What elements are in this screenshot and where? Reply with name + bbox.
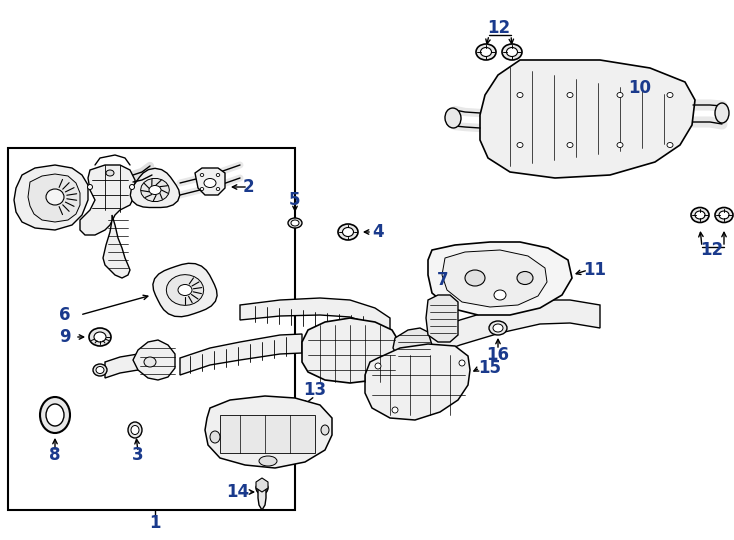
Text: 1: 1 — [149, 514, 161, 532]
Ellipse shape — [87, 185, 92, 190]
Polygon shape — [105, 354, 138, 378]
Ellipse shape — [465, 270, 485, 286]
Ellipse shape — [715, 207, 733, 222]
Polygon shape — [180, 334, 302, 375]
Ellipse shape — [667, 143, 673, 147]
Ellipse shape — [288, 218, 302, 228]
Text: 4: 4 — [372, 223, 384, 241]
Ellipse shape — [375, 363, 381, 369]
Ellipse shape — [567, 92, 573, 98]
Text: 5: 5 — [289, 191, 301, 209]
Ellipse shape — [459, 360, 465, 366]
Polygon shape — [302, 318, 398, 383]
Ellipse shape — [617, 92, 623, 98]
Ellipse shape — [149, 186, 161, 194]
Ellipse shape — [256, 482, 268, 494]
Text: 8: 8 — [49, 446, 61, 464]
Text: 7: 7 — [437, 271, 448, 289]
Polygon shape — [256, 478, 268, 492]
Ellipse shape — [144, 357, 156, 367]
Text: 15: 15 — [479, 359, 501, 377]
Ellipse shape — [445, 108, 461, 128]
Ellipse shape — [129, 185, 134, 190]
Polygon shape — [240, 298, 390, 335]
Ellipse shape — [691, 207, 709, 222]
Text: 12: 12 — [700, 241, 724, 259]
Ellipse shape — [715, 103, 729, 123]
Polygon shape — [167, 275, 204, 306]
Ellipse shape — [617, 143, 623, 147]
Text: 13: 13 — [303, 381, 327, 399]
Ellipse shape — [93, 364, 107, 376]
Ellipse shape — [46, 189, 64, 205]
Polygon shape — [205, 396, 332, 468]
Polygon shape — [130, 168, 180, 207]
Text: 6: 6 — [59, 306, 70, 324]
Ellipse shape — [94, 332, 106, 342]
Polygon shape — [195, 168, 225, 195]
Ellipse shape — [695, 211, 705, 219]
Polygon shape — [153, 264, 217, 317]
Ellipse shape — [131, 426, 139, 435]
Bar — [8, 148, 295, 510]
Ellipse shape — [210, 431, 220, 443]
Bar — [220, 415, 315, 453]
Text: 16: 16 — [487, 346, 509, 364]
Polygon shape — [80, 165, 135, 235]
Polygon shape — [365, 344, 470, 420]
Ellipse shape — [200, 173, 204, 177]
Ellipse shape — [259, 456, 277, 466]
Ellipse shape — [321, 425, 329, 435]
Ellipse shape — [89, 328, 111, 346]
Ellipse shape — [481, 48, 492, 57]
Polygon shape — [480, 60, 695, 178]
Text: 14: 14 — [226, 483, 250, 501]
Ellipse shape — [338, 224, 358, 240]
Ellipse shape — [217, 173, 219, 177]
Ellipse shape — [96, 367, 104, 374]
Ellipse shape — [506, 48, 517, 57]
Ellipse shape — [517, 143, 523, 147]
Text: 12: 12 — [487, 19, 511, 37]
Ellipse shape — [517, 272, 533, 285]
Ellipse shape — [106, 170, 114, 176]
Ellipse shape — [494, 290, 506, 300]
Ellipse shape — [200, 187, 204, 191]
Polygon shape — [14, 165, 88, 230]
Ellipse shape — [204, 179, 216, 187]
Ellipse shape — [476, 44, 496, 60]
Polygon shape — [28, 174, 80, 222]
Ellipse shape — [40, 397, 70, 433]
Ellipse shape — [392, 407, 398, 413]
Ellipse shape — [128, 422, 142, 438]
Ellipse shape — [567, 143, 573, 147]
Ellipse shape — [291, 220, 299, 226]
Polygon shape — [393, 328, 432, 362]
Polygon shape — [133, 340, 175, 380]
Text: 3: 3 — [132, 446, 144, 464]
Ellipse shape — [502, 44, 522, 60]
Ellipse shape — [343, 227, 354, 237]
Text: 2: 2 — [242, 178, 254, 196]
Polygon shape — [428, 300, 600, 357]
Polygon shape — [103, 215, 130, 278]
Text: 9: 9 — [59, 328, 70, 346]
Text: 10: 10 — [628, 79, 652, 97]
Text: 11: 11 — [584, 261, 606, 279]
Polygon shape — [141, 179, 170, 201]
Ellipse shape — [489, 321, 507, 335]
Ellipse shape — [178, 285, 192, 295]
Ellipse shape — [719, 211, 729, 219]
Polygon shape — [428, 242, 572, 315]
Polygon shape — [258, 488, 266, 510]
Polygon shape — [442, 250, 547, 307]
Ellipse shape — [217, 187, 219, 191]
Ellipse shape — [667, 92, 673, 98]
Polygon shape — [426, 295, 458, 342]
Ellipse shape — [46, 404, 64, 426]
Ellipse shape — [493, 324, 503, 332]
Ellipse shape — [517, 92, 523, 98]
